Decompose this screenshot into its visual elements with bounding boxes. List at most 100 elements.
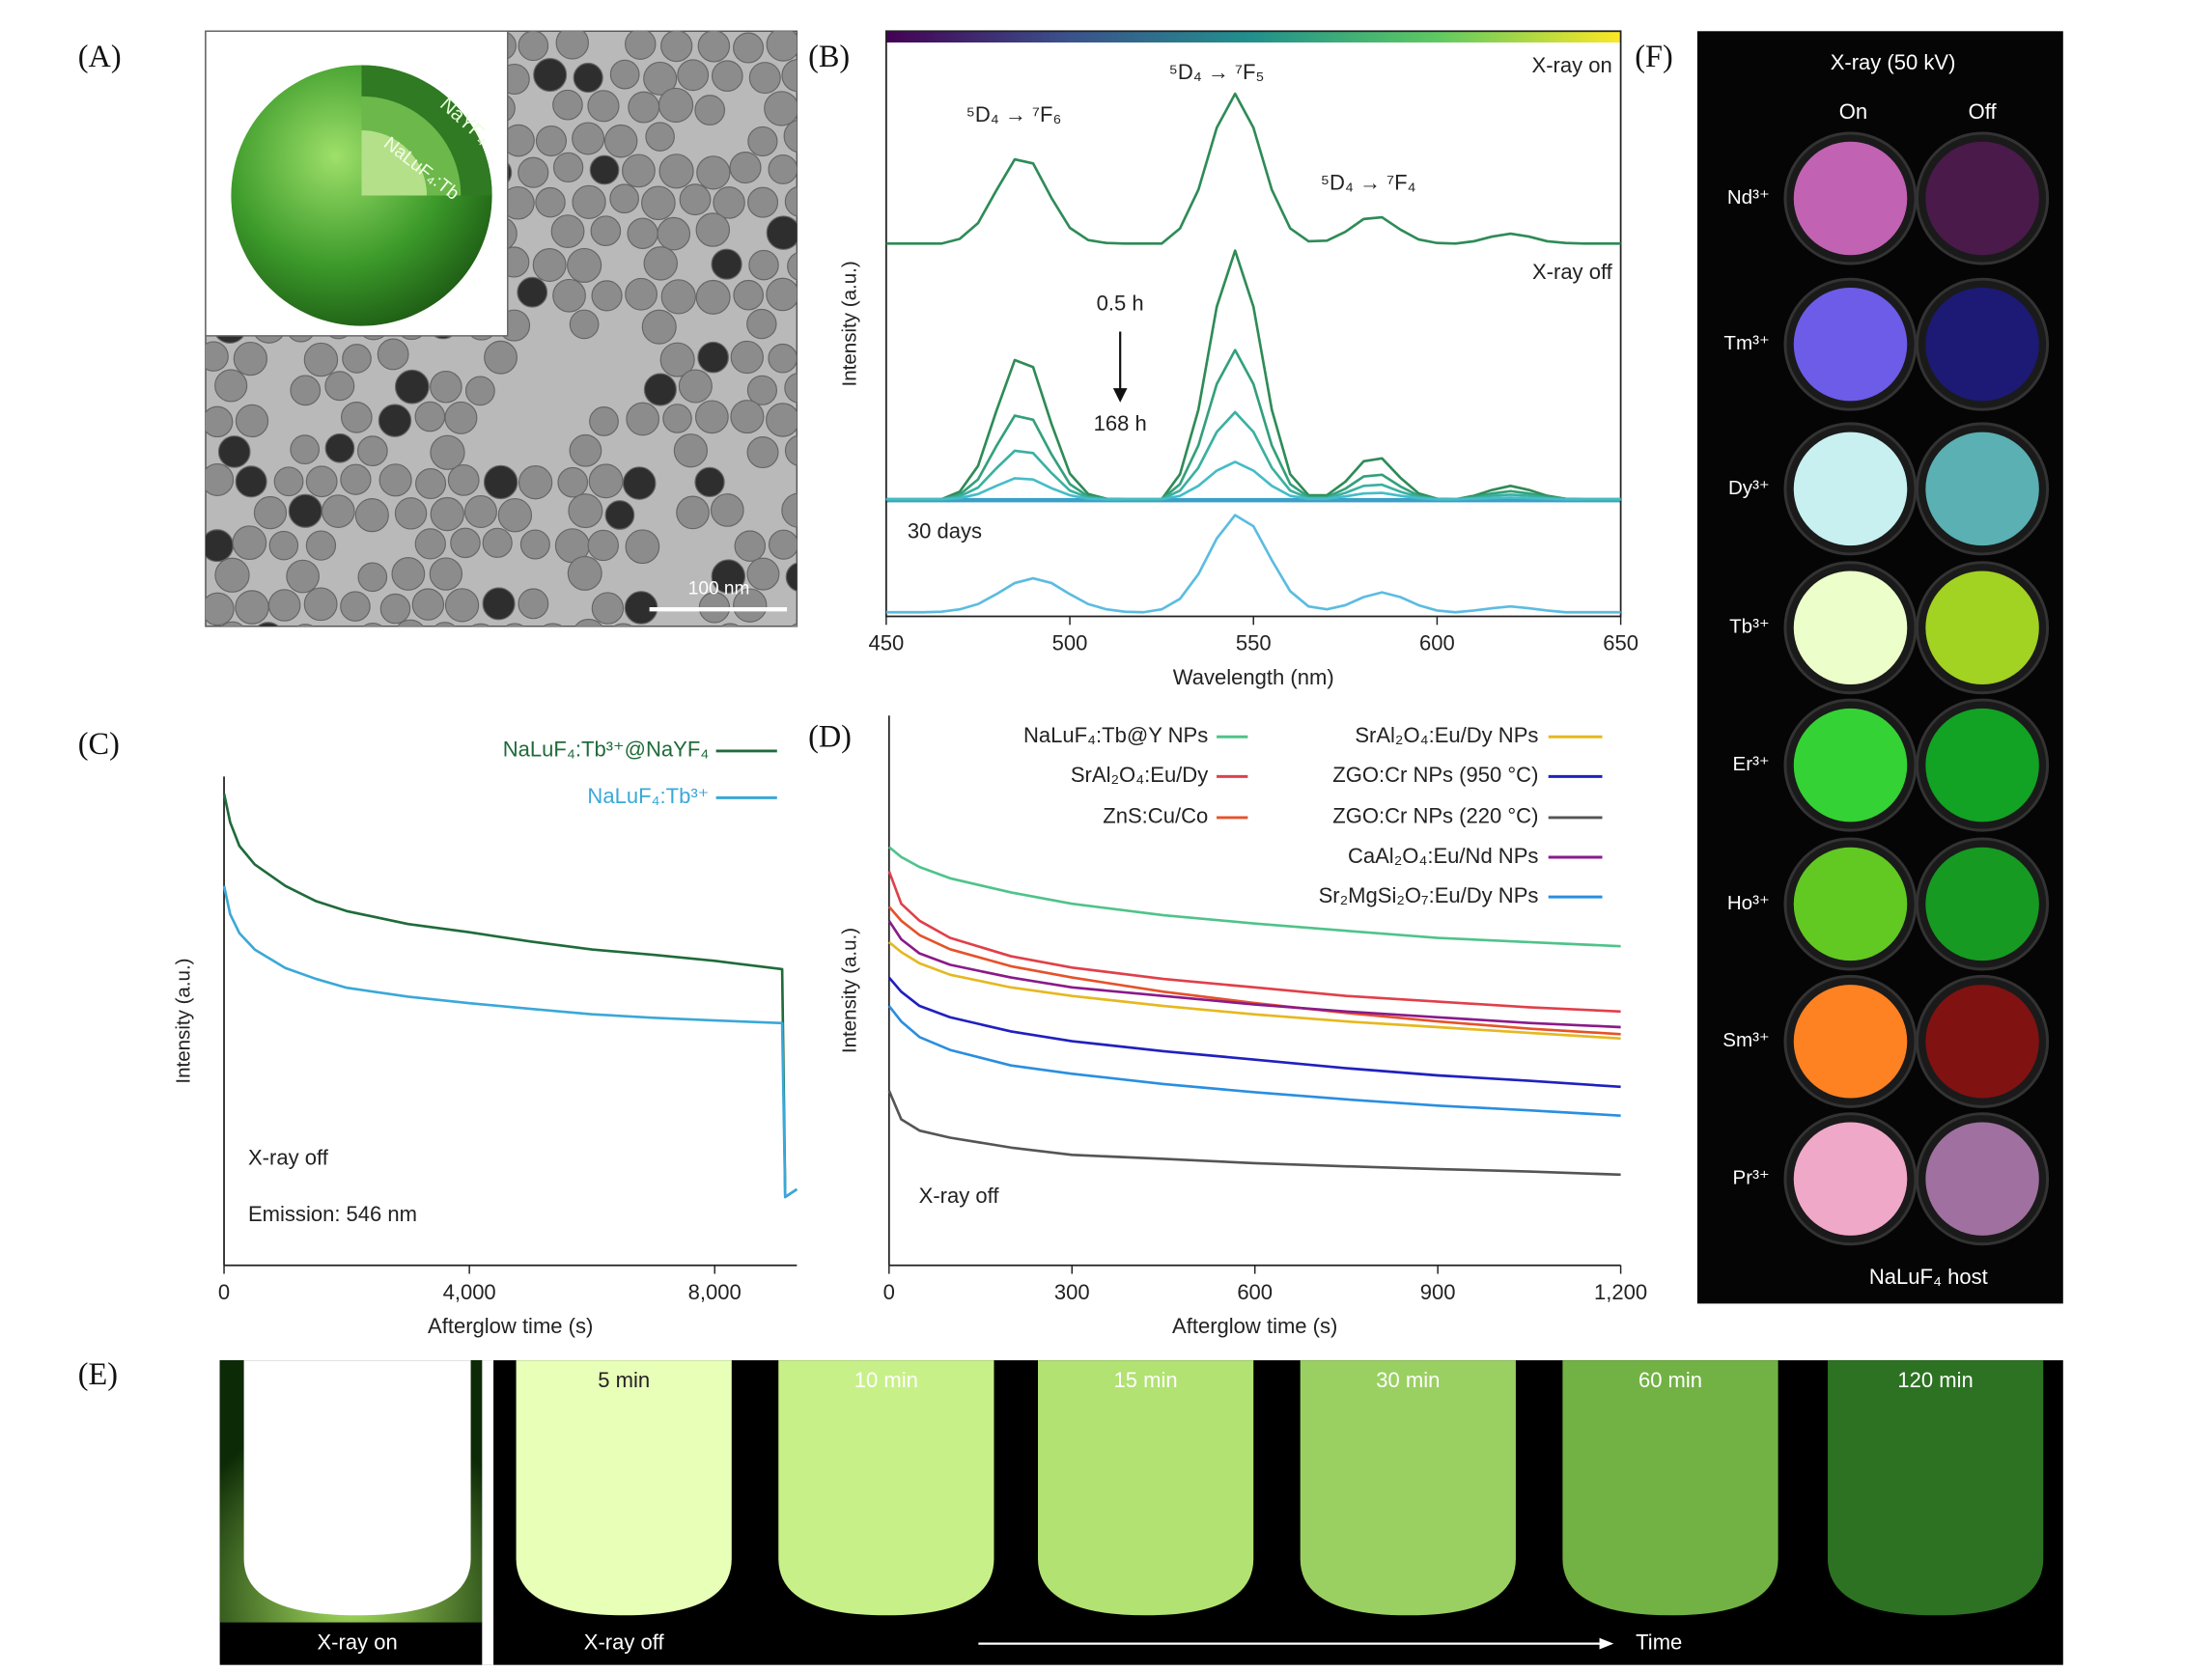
x-tick-label: 600 xyxy=(1419,631,1455,655)
particle xyxy=(273,466,304,497)
particle xyxy=(730,400,765,434)
on-label: X-ray on xyxy=(317,1630,397,1654)
particle xyxy=(378,404,412,437)
well-off xyxy=(1925,708,2039,822)
scale-bar-label: 100 nm xyxy=(688,579,750,599)
particle xyxy=(657,216,691,251)
ion-label: Nd³⁺ xyxy=(1727,186,1770,209)
tube-label: 60 min xyxy=(1638,1368,1702,1392)
particle xyxy=(205,462,235,496)
particle xyxy=(591,592,625,625)
y-axis-label: Intensity (a.u.) xyxy=(839,928,861,1053)
x-tick-label: 300 xyxy=(1054,1280,1090,1304)
particle xyxy=(296,624,315,627)
particle xyxy=(660,31,693,63)
x-tick-label: 600 xyxy=(1237,1280,1273,1304)
particle xyxy=(518,156,549,188)
particle xyxy=(354,498,389,533)
particle xyxy=(733,588,768,623)
particle xyxy=(609,183,639,214)
particle xyxy=(532,248,567,283)
tube xyxy=(1828,1360,2044,1616)
ion-label: Tm³⁺ xyxy=(1723,332,1769,354)
particle xyxy=(518,31,549,62)
particle xyxy=(397,619,424,627)
legend-label: NaLuF₄:Tb³⁺ xyxy=(587,784,709,808)
particle xyxy=(569,309,600,340)
particle xyxy=(430,434,465,470)
particle xyxy=(394,369,430,404)
particle xyxy=(643,373,677,406)
particle xyxy=(730,340,764,375)
tube-label: 10 min xyxy=(854,1368,918,1392)
particle xyxy=(679,183,712,216)
particle xyxy=(305,465,338,498)
annotation: ⁵D₄ → ⁷F₄ xyxy=(1321,171,1416,195)
particle xyxy=(694,466,725,498)
x-axis-label: Afterglow time (s) xyxy=(1172,1314,1337,1338)
particle xyxy=(768,529,798,560)
series-line xyxy=(885,410,1621,501)
legend-label: SrAl₂O₄:Eu/Dy xyxy=(1071,763,1208,787)
particle xyxy=(552,152,584,183)
particle xyxy=(379,593,411,625)
ion-label: Tb³⁺ xyxy=(1729,616,1770,638)
particle xyxy=(781,492,798,528)
particle xyxy=(377,338,409,371)
particle xyxy=(622,153,656,188)
particle xyxy=(205,529,235,563)
annotation: X-ray off xyxy=(1532,260,1613,284)
particle xyxy=(625,277,658,311)
particle xyxy=(604,500,635,530)
particle xyxy=(590,215,622,246)
particle xyxy=(342,344,372,374)
well-off xyxy=(1925,847,2039,961)
particle xyxy=(450,527,481,559)
particle xyxy=(235,465,267,498)
particle xyxy=(572,122,605,155)
particle xyxy=(430,496,464,532)
series-line xyxy=(887,1090,1621,1177)
well-on xyxy=(1793,141,1908,256)
x-axis-label: Wavelength (nm) xyxy=(1173,665,1334,689)
particle xyxy=(627,217,658,249)
particle xyxy=(483,464,518,500)
particle xyxy=(764,91,798,126)
particle xyxy=(340,591,371,622)
particle xyxy=(535,186,566,218)
particle xyxy=(569,433,602,467)
series-line xyxy=(885,92,1621,245)
ion-label: Er³⁺ xyxy=(1733,753,1770,775)
panel-label: (D) xyxy=(808,719,852,754)
panel-a xyxy=(205,30,836,627)
particle xyxy=(747,125,778,157)
particle xyxy=(482,527,513,558)
particle xyxy=(517,276,548,308)
particle xyxy=(232,525,267,561)
particle xyxy=(641,309,677,345)
tube-label: 15 min xyxy=(1114,1368,1178,1392)
particle xyxy=(746,375,778,405)
legend-label: NaLuF₄:Tb@Y NPs xyxy=(1023,723,1208,747)
particle xyxy=(802,218,836,252)
particle xyxy=(588,463,624,499)
particle xyxy=(694,400,729,434)
series-line xyxy=(885,460,1621,501)
y-axis-label: Intensity (a.u.) xyxy=(172,958,194,1083)
particle xyxy=(567,555,602,591)
particle xyxy=(542,623,564,627)
legend-label: SrAl₂O₄:Eu/Dy NPs xyxy=(1355,723,1538,747)
series-line xyxy=(222,885,798,1199)
particle xyxy=(573,62,603,94)
particle xyxy=(746,308,777,340)
particle xyxy=(464,376,495,406)
x-tick-label: 0 xyxy=(883,1280,895,1304)
particle xyxy=(589,154,620,185)
particle xyxy=(221,621,244,627)
well-off xyxy=(1925,1122,2039,1236)
particle xyxy=(430,370,462,404)
particle xyxy=(766,31,798,62)
particle xyxy=(783,119,798,153)
particle xyxy=(205,405,234,438)
